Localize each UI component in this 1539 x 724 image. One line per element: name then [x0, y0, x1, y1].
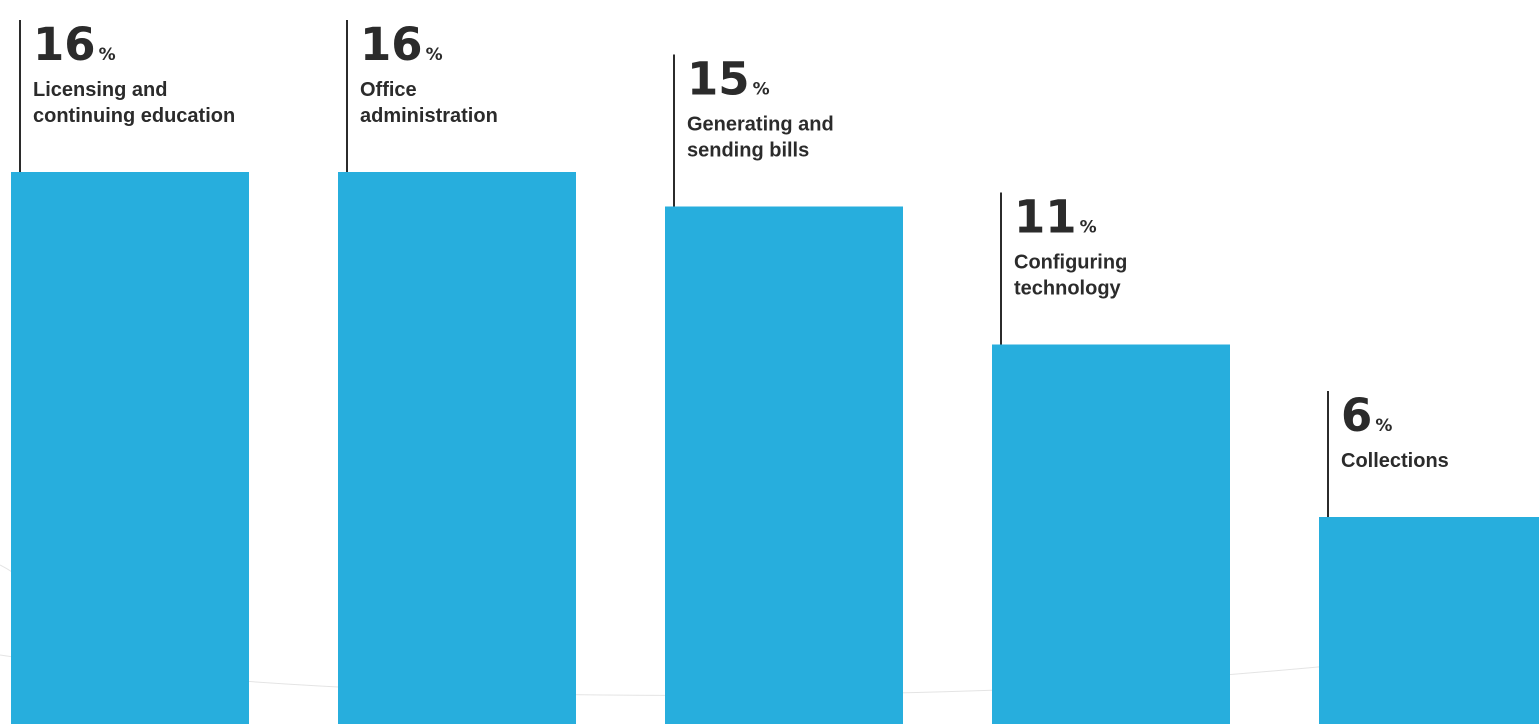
bar — [1319, 517, 1539, 724]
data-label: 11% — [1014, 191, 1097, 244]
category-label: Licensing and — [33, 79, 167, 101]
bar — [992, 344, 1230, 724]
bar — [338, 172, 576, 724]
data-label: 16% — [360, 18, 443, 71]
category-label: administration — [360, 105, 498, 127]
data-label: 15% — [687, 53, 770, 106]
category-label: Office — [360, 79, 417, 101]
bar — [665, 206, 903, 724]
category-label: Collections — [1341, 450, 1449, 472]
category-label: technology — [1014, 278, 1122, 300]
bars-group — [11, 172, 1539, 724]
labels-group: 16 % Licensing and continuing education 16 % O… — [19, 18, 1449, 517]
bar — [11, 172, 249, 724]
category-label: Generating and — [687, 114, 834, 136]
category-label: sending bills — [687, 140, 809, 162]
category-label: Configuring — [1014, 252, 1127, 274]
data-label: 6% — [1341, 389, 1392, 442]
category-label: continuing education — [33, 105, 235, 127]
data-label: 16% — [33, 18, 116, 71]
